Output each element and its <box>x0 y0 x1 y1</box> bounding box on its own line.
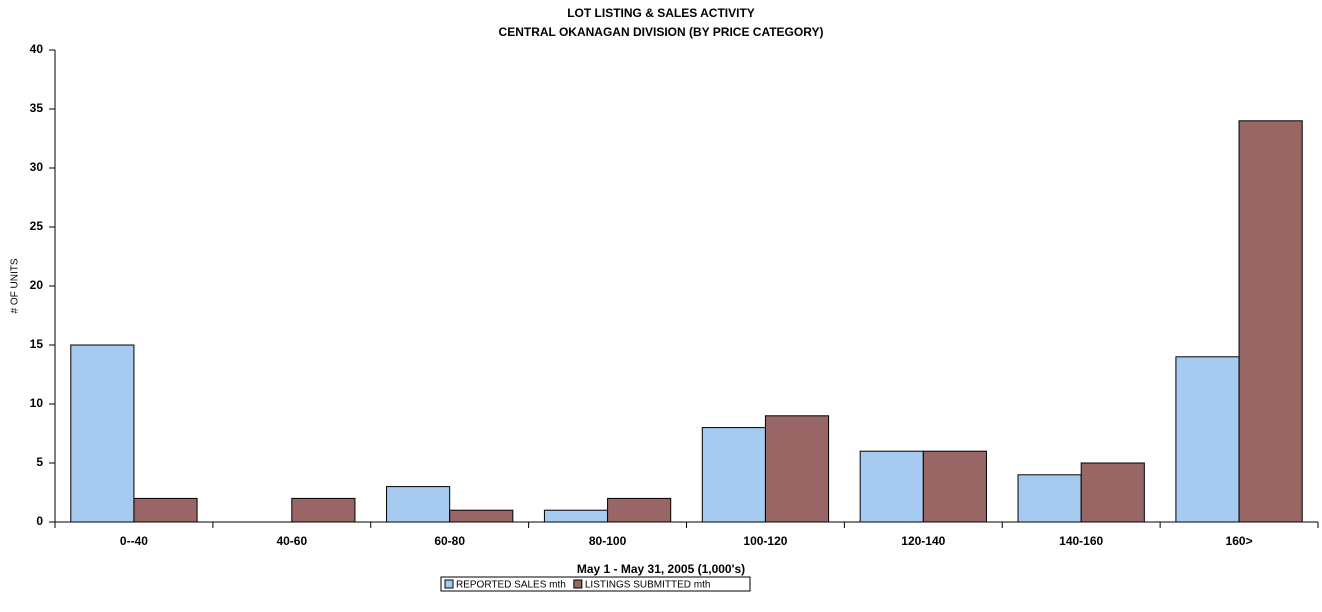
chart-title: LOT LISTING & SALES ACTIVITY <box>567 6 755 20</box>
y-tick-label: 0 <box>36 514 43 528</box>
y-tick-label: 20 <box>30 278 44 292</box>
y-tick-label: 15 <box>30 337 44 351</box>
x-tick-label: 80-100 <box>589 534 627 548</box>
x-tick-label: 60-80 <box>434 534 465 548</box>
bar <box>1175 356 1240 523</box>
bar <box>859 450 924 523</box>
bar <box>607 497 672 523</box>
bar <box>701 427 766 523</box>
x-axis-label: May 1 - May 31, 2005 (1,000's) <box>577 562 745 576</box>
bar <box>291 497 356 523</box>
bar <box>764 415 830 523</box>
x-tick-label: 40-60 <box>276 534 307 548</box>
bar <box>1080 462 1145 523</box>
y-tick-label: 40 <box>30 42 44 56</box>
x-tick-label: 0--40 <box>120 534 148 548</box>
x-tick-label: 160> <box>1226 534 1253 548</box>
x-tick-label: 100-120 <box>743 534 787 548</box>
y-axis-label: # OF UNITS <box>10 258 21 313</box>
y-tick-label: 30 <box>30 160 44 174</box>
bar <box>543 509 609 523</box>
bar <box>1238 120 1303 523</box>
legend-box <box>440 576 751 592</box>
y-tick-label: 25 <box>30 219 44 233</box>
bar <box>70 344 135 523</box>
bar <box>133 497 198 523</box>
legend-swatch <box>444 579 454 589</box>
x-tick-label: 140-160 <box>1059 534 1103 548</box>
bar <box>1017 474 1082 523</box>
bar <box>386 486 451 523</box>
y-tick-label: 10 <box>30 396 44 410</box>
y-tick-label: 5 <box>36 455 43 469</box>
bar <box>922 450 987 523</box>
bar <box>449 509 514 523</box>
y-tick-label: 35 <box>30 101 44 115</box>
legend-label: REPORTED SALES mth <box>456 580 566 591</box>
x-tick-label: 120-140 <box>901 534 945 548</box>
legend-label: LISTINGS SUBMITTED mth <box>585 580 711 591</box>
legend-swatch <box>573 579 583 589</box>
chart-subtitle: CENTRAL OKANAGAN DIVISION (BY PRICE CATE… <box>499 25 824 39</box>
